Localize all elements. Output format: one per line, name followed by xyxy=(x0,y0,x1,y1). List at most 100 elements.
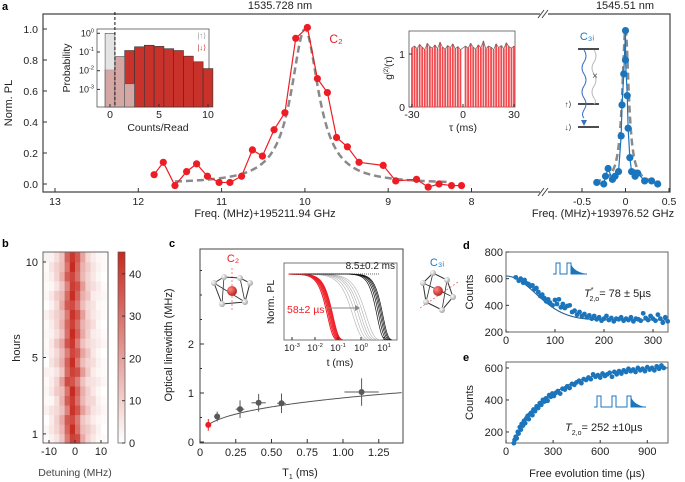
heatmap-cell xyxy=(54,252,60,263)
heatmap-cell xyxy=(80,338,86,349)
x-axis-label-left: Freq. (MHz)+195211.94 GHz xyxy=(194,208,335,220)
y-tick-label-exponent: -2 xyxy=(89,66,94,72)
g2-bar xyxy=(434,44,436,107)
heatmap-cell xyxy=(80,252,86,263)
data-point xyxy=(628,314,634,320)
data-point-c2 xyxy=(183,168,191,176)
heatmap-cell xyxy=(43,290,50,301)
heatmap-cell xyxy=(54,395,60,406)
molecule-label-c2: C₂ xyxy=(227,253,239,265)
g2-bar xyxy=(441,47,444,107)
subscript: 2,o xyxy=(572,430,582,437)
heatmap-cell xyxy=(69,433,76,444)
heatmap-cell xyxy=(75,386,81,396)
heatmap-cell xyxy=(54,290,60,301)
x-tick-label-base: 10 xyxy=(330,343,341,354)
heatmap-cell xyxy=(64,252,71,263)
data-point-c2 xyxy=(424,183,432,191)
heatmap-cell xyxy=(64,433,71,444)
g2-bar xyxy=(444,49,447,107)
data-point xyxy=(577,309,582,315)
heatmap-cell xyxy=(69,328,76,339)
data-point xyxy=(358,389,365,396)
data-point xyxy=(609,374,615,380)
heatmap-cell xyxy=(69,319,76,330)
g2-bar xyxy=(454,48,457,107)
g2-bar xyxy=(479,47,482,107)
heatmap-cell xyxy=(95,376,102,387)
data-point-c2 xyxy=(412,175,421,183)
heatmap-cell xyxy=(43,405,50,416)
data-point xyxy=(633,369,638,375)
heatmap-cell xyxy=(64,347,71,358)
data-point xyxy=(513,274,519,280)
data-point-c2 xyxy=(258,152,267,160)
x-tick-label: 100 xyxy=(354,343,369,354)
heatmap-cell xyxy=(43,357,50,368)
x-tick-label: 300 xyxy=(644,335,662,347)
data-point-c3i xyxy=(648,177,656,185)
data-point xyxy=(572,308,577,314)
panel-label-e: e xyxy=(463,352,469,364)
y-tick-label: 0.0 xyxy=(23,179,38,191)
y-tick-label-base: 10 xyxy=(79,66,89,76)
heatmap-cell xyxy=(95,319,102,330)
panel-label-b: b xyxy=(2,238,9,250)
x-tick-label-base: 10 xyxy=(284,343,295,354)
heatmap-cell xyxy=(90,300,97,311)
heatmap-cell xyxy=(69,281,76,291)
data-point-c2 xyxy=(270,126,278,134)
heatmap-cell xyxy=(59,338,65,349)
data-point xyxy=(638,318,644,324)
data-point xyxy=(665,318,671,324)
histogram-bar-up xyxy=(124,83,135,108)
x-tick-label: 1.25 xyxy=(368,447,389,459)
g2-bar xyxy=(449,47,452,107)
y-tick-label: 0 xyxy=(188,437,194,449)
x-tick-label-base: 10 xyxy=(307,343,318,354)
y-tick-label: 400 xyxy=(485,300,503,312)
heatmap-cell xyxy=(85,347,91,358)
heatmap-cell xyxy=(75,309,81,320)
y-axis-label: Norm. PL xyxy=(3,80,15,126)
y-tick-label-exponent: -1 xyxy=(89,47,94,53)
heatmap-cell xyxy=(75,357,81,368)
heatmap-cell xyxy=(59,252,65,263)
heatmap-cell xyxy=(64,357,71,368)
heatmap-cell xyxy=(85,357,91,368)
heatmap-cell xyxy=(85,424,91,435)
heatmap-cell xyxy=(54,347,60,358)
heatmap-cell xyxy=(90,338,97,349)
inset-frame xyxy=(283,262,398,341)
data-point-c3i xyxy=(626,154,634,162)
y-tick-label: 10-3 xyxy=(79,84,94,94)
histogram-bar-down xyxy=(153,46,165,108)
data-point xyxy=(214,413,221,420)
heatmap-cell xyxy=(75,405,81,416)
heatmap-cell xyxy=(75,395,81,406)
g2-bar xyxy=(510,48,513,107)
heatmap-cell xyxy=(90,357,97,368)
data-point-c2 xyxy=(355,158,363,166)
heatmap-cell xyxy=(85,328,91,339)
y-axis-label: Probability xyxy=(61,43,73,93)
x-tick-label: 900 xyxy=(638,446,656,458)
g2-bar xyxy=(421,47,424,107)
heatmap-cell xyxy=(90,309,97,320)
data-point xyxy=(526,416,532,422)
g2-bar xyxy=(505,42,508,108)
x-axis-label-symbol: T xyxy=(282,467,289,479)
data-point-c2 xyxy=(226,178,234,187)
heatmap-cell xyxy=(75,252,81,263)
data-point xyxy=(552,297,558,303)
heatmap-cell xyxy=(85,414,91,425)
heatmap-cell xyxy=(85,386,91,396)
heatmap-cell xyxy=(90,262,97,272)
heatmap-cell xyxy=(80,357,86,368)
heatmap-cell xyxy=(95,414,102,425)
decay-curve-fast xyxy=(288,273,344,341)
heatmap-cell xyxy=(95,309,102,320)
heatmap-cell xyxy=(69,424,76,435)
